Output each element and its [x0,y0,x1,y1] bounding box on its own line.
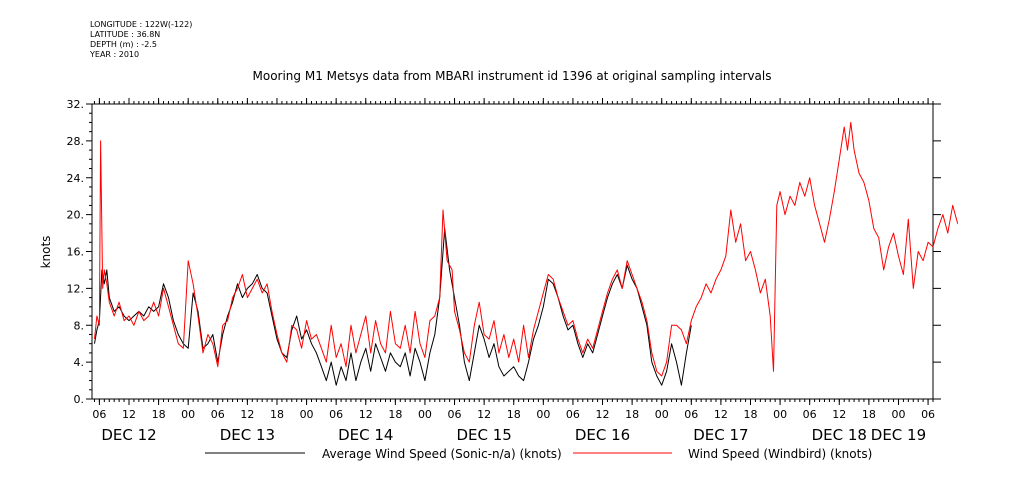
x-hour-label: 00 [773,408,787,421]
x-hour-label: 18 [152,408,166,421]
x-day-label: DEC 13 [220,426,275,444]
series-group [94,121,959,386]
x-day-label: DEC 14 [338,426,393,444]
series-line-sonic [94,228,692,386]
x-hour-label: 00 [300,408,314,421]
x-hour-label: 12 [359,408,373,421]
x-hour-label: 00 [655,408,669,421]
metadata-block: LONGITUDE : 122W(-122) LATITUDE : 36.8N … [90,20,192,60]
x-hour-label: 06 [448,408,462,421]
series-line-windbird [94,121,959,377]
plot-frame [91,103,934,400]
x-hour-label: 06 [803,408,817,421]
x-hour-label: 12 [714,408,728,421]
y-tick-label: 32. [67,98,85,111]
x-hour-label: 06 [211,408,225,421]
x-hour-label: 18 [507,408,521,421]
y-axis: 0. 4. 8. 12. 16. 20. 24. 28. 32. [67,98,941,406]
x-day-label: DEC 19 [871,426,926,444]
x-hour-label: 18 [743,408,757,421]
x-hour-label: 00 [536,408,550,421]
x-hour-label: 18 [625,408,639,421]
x-hour-label: 00 [891,408,905,421]
meta-latitude: LATITUDE : 36.8N [90,30,161,39]
y-tick-label: 28. [67,135,85,148]
meta-depth: DEPTH (m) : -2.5 [90,40,157,49]
x-hour-label: 18 [862,408,876,421]
x-hour-label: 12 [596,408,610,421]
y-tick-label: 4. [74,356,85,369]
x-day-label: DEC 18 [812,426,867,444]
x-hour-label: 06 [329,408,343,421]
legend-label-sonic: Average Wind Speed (Sonic-n/a) (knots) [322,447,562,461]
x-hour-label: 12 [477,408,491,421]
x-day-label: DEC 15 [456,426,511,444]
y-tick-label: 8. [74,319,85,332]
meta-year: YEAR : 2010 [90,50,140,59]
x-hour-label: 06 [92,408,106,421]
x-hour-label: 12 [832,408,846,421]
x-day-label: DEC 17 [693,426,748,444]
x-hour-label: 06 [684,408,698,421]
x-hour-label: 12 [122,408,136,421]
x-day-label: DEC 16 [575,426,630,444]
legend-label-windbird: Wind Speed (Windbird) (knots) [688,447,872,461]
x-hour-label: 00 [418,408,432,421]
x-hour-label: 06 [921,408,935,421]
x-hour-label: 06 [566,408,580,421]
y-axis-label: knots [39,236,53,269]
x-day-label: DEC 12 [101,426,156,444]
x-axis: 06 12 18 00 06 12 18 00 06 12 18 00 06 12 18 00 06 12 18 00… [92,98,935,444]
y-tick-label: 20. [67,209,85,222]
x-hour-label: 18 [388,408,402,421]
chart-title: Mooring M1 Metsys data from MBARI instru… [253,69,772,83]
y-tick-label: 0. [74,393,85,406]
y-tick-label: 12. [67,282,85,295]
y-tick-label: 16. [67,246,85,259]
x-hour-label: 12 [240,408,254,421]
y-tick-label: 24. [67,172,85,185]
x-hour-label: 00 [181,408,195,421]
x-hour-label: 18 [270,408,284,421]
meta-longitude: LONGITUDE : 122W(-122) [90,20,193,29]
legend: Average Wind Speed (Sonic-n/a) (knots) Wi… [205,447,872,461]
